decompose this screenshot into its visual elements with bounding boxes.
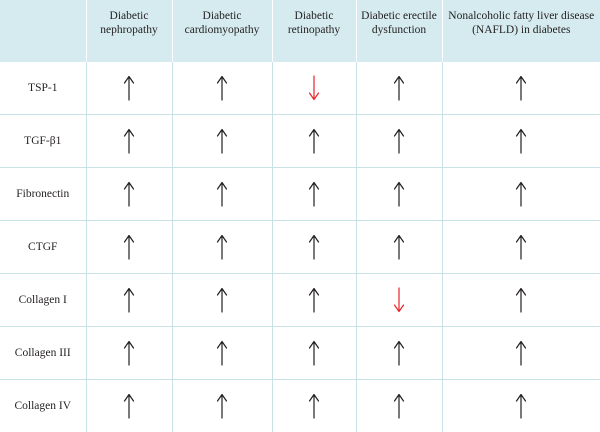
table-cell — [442, 62, 600, 115]
row-label: CTGF — [0, 220, 87, 274]
row-label: TSP-1 — [0, 62, 87, 115]
table-cell — [86, 220, 173, 274]
up-arrow-icon — [393, 75, 405, 101]
table-cell — [172, 114, 273, 168]
table-cell — [86, 379, 173, 432]
table-body: TSP-1 TGF-β1 Fibronectin CTGF Collagen I Coll… — [0, 62, 600, 432]
up-arrow-icon — [216, 234, 228, 260]
table-cell — [272, 220, 357, 274]
table-cell — [172, 62, 273, 115]
table-row: Collagen I — [0, 273, 600, 327]
up-arrow-icon — [308, 340, 320, 366]
up-arrow-icon — [123, 234, 135, 260]
table-cell — [356, 273, 443, 327]
up-arrow-icon — [123, 340, 135, 366]
table-row: Fibronectin — [0, 167, 600, 221]
up-arrow-icon — [216, 128, 228, 154]
table-cell — [442, 274, 600, 327]
up-arrow-icon — [123, 287, 135, 313]
row-label: Collagen IV — [0, 379, 87, 432]
down-arrow-icon — [393, 287, 405, 313]
table-cell — [442, 221, 600, 274]
table-cell — [442, 379, 600, 432]
up-arrow-icon — [515, 393, 527, 419]
table-cell — [272, 273, 357, 327]
down-arrow-icon — [308, 75, 320, 101]
table-cell — [272, 62, 357, 115]
up-arrow-icon — [216, 340, 228, 366]
up-arrow-icon — [515, 340, 527, 366]
table-cell — [442, 326, 600, 379]
table-cell — [86, 273, 173, 327]
table-cell — [356, 220, 443, 274]
header-corner — [0, 0, 87, 62]
up-arrow-icon — [308, 234, 320, 260]
header-row: Diabetic nephropathy Diabetic cardiomyop… — [0, 0, 600, 62]
table-cell — [442, 168, 600, 221]
table-row: Collagen IV — [0, 379, 600, 432]
header-diabetic-retinopathy: Diabetic retinopathy — [272, 0, 357, 62]
table-cell — [356, 62, 443, 115]
table-row: CTGF — [0, 220, 600, 274]
up-arrow-icon — [123, 181, 135, 207]
up-arrow-icon — [216, 75, 228, 101]
up-arrow-icon — [393, 128, 405, 154]
table-cell — [356, 114, 443, 168]
up-arrow-icon — [393, 340, 405, 366]
table-cell — [172, 273, 273, 327]
row-label: Collagen I — [0, 273, 87, 327]
up-arrow-icon — [216, 287, 228, 313]
table-cell — [272, 379, 357, 432]
up-arrow-icon — [308, 181, 320, 207]
up-arrow-icon — [515, 128, 527, 154]
up-arrow-icon — [216, 181, 228, 207]
up-arrow-icon — [515, 75, 527, 101]
table-row: TSP-1 — [0, 62, 600, 115]
up-arrow-icon — [393, 234, 405, 260]
table-cell — [272, 167, 357, 221]
up-arrow-icon — [308, 128, 320, 154]
header-diabetic-nephropathy: Diabetic nephropathy — [86, 0, 173, 62]
header-diabetic-erectile-dysfunction: Diabetic erectile dysfunction — [356, 0, 443, 62]
up-arrow-icon — [515, 287, 527, 313]
table-row: Collagen III — [0, 326, 600, 380]
table-cell — [272, 114, 357, 168]
row-label: Fibronectin — [0, 167, 87, 221]
table-cell — [356, 379, 443, 432]
up-arrow-icon — [515, 234, 527, 260]
table-cell — [272, 326, 357, 380]
header-nafld-in-diabetes: Nonalcoholic fatty liver disease (NAFLD)… — [442, 0, 600, 62]
table-cell — [442, 115, 600, 168]
up-arrow-icon — [308, 393, 320, 419]
up-arrow-icon — [393, 393, 405, 419]
up-arrow-icon — [123, 128, 135, 154]
table-cell — [172, 326, 273, 380]
table-row: TGF-β1 — [0, 114, 600, 168]
up-arrow-icon — [308, 287, 320, 313]
up-arrow-icon — [393, 181, 405, 207]
table-cell — [356, 167, 443, 221]
up-arrow-icon — [123, 75, 135, 101]
header-diabetic-cardiomyopathy: Diabetic cardiomyopathy — [172, 0, 273, 62]
up-arrow-icon — [515, 181, 527, 207]
table-cell — [172, 220, 273, 274]
table-cell — [356, 326, 443, 380]
row-label: Collagen III — [0, 326, 87, 380]
table-cell — [86, 167, 173, 221]
table-cell — [86, 114, 173, 168]
up-arrow-icon — [123, 393, 135, 419]
table-cell — [86, 62, 173, 115]
table-cell — [172, 167, 273, 221]
table-cell — [86, 326, 173, 380]
table-cell — [172, 379, 273, 432]
up-arrow-icon — [216, 393, 228, 419]
row-label: TGF-β1 — [0, 114, 87, 168]
